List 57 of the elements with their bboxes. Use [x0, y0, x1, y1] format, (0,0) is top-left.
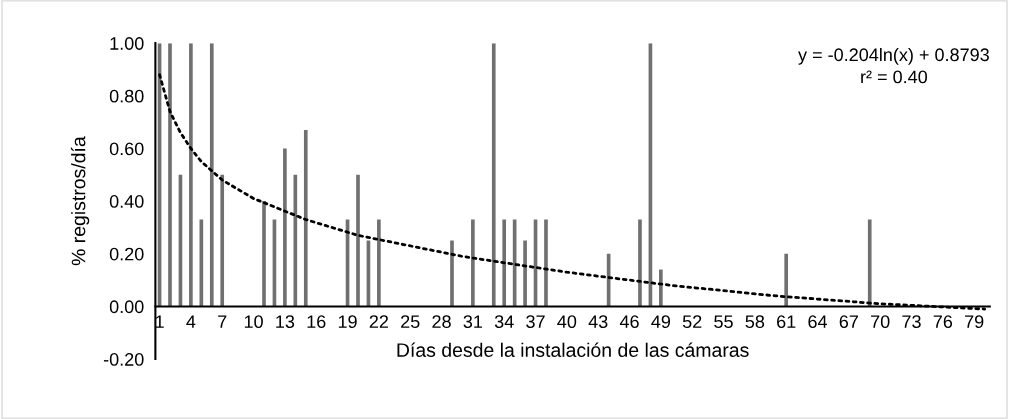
x-tick-label: 64 [808, 315, 828, 329]
bar [189, 43, 193, 307]
y-tick-label: -0.20 [103, 353, 144, 366]
y-tick-label: 0.60 [109, 142, 144, 156]
bar [867, 219, 872, 307]
bar [303, 130, 308, 307]
x-tick-label: 67 [839, 315, 858, 329]
x-tick-label: 19 [338, 315, 357, 329]
x-tick-label: 7 [218, 315, 227, 328]
bar [450, 240, 454, 307]
x-tick-label: 28 [432, 315, 451, 329]
x-tick-label: 25 [401, 315, 420, 329]
x-tick-label: 49 [651, 315, 671, 329]
x-tick-label: 52 [682, 315, 702, 329]
y-tick-label: 0.00 [109, 300, 144, 314]
x-tick-label: 46 [619, 315, 639, 329]
annotation: r² = 0.40 [861, 70, 928, 84]
bar [544, 219, 548, 307]
x-tick-label: 55 [714, 315, 733, 329]
bar [502, 219, 507, 307]
bar [471, 219, 475, 307]
x-tick-label: 4 [186, 315, 196, 328]
bar [784, 253, 789, 307]
x-axis-title: Días desde la instalación de las cámaras [397, 342, 749, 357]
bar [262, 201, 266, 307]
x-tick-label: 61 [777, 315, 796, 329]
x-tick-label: 22 [369, 315, 389, 328]
bar [491, 43, 496, 307]
x-tick-label: 73 [902, 315, 921, 329]
bar [659, 269, 663, 307]
bar [377, 219, 381, 307]
bar [220, 174, 225, 307]
x-tick-label: 31 [463, 315, 483, 329]
bar [638, 219, 642, 307]
x-tick-label: 1 [155, 315, 164, 328]
x-tick-label: 58 [745, 315, 765, 329]
annotation: y = -0.204ln(x) + 0.8793 [798, 47, 989, 65]
x-tick-label: 37 [526, 315, 545, 329]
bar [356, 174, 360, 307]
y-tick-label: 0.80 [109, 89, 144, 103]
bar [209, 43, 214, 307]
x-tick-label: 70 [871, 315, 890, 329]
x-tick-label: 13 [276, 315, 295, 329]
y-tick-label: 0.40 [109, 195, 144, 208]
bar [168, 43, 172, 307]
x-tick-label: 10 [244, 315, 263, 329]
x-tick-label: 40 [557, 315, 577, 329]
y-tick-label: 0.20 [109, 247, 144, 261]
x-tick-label: 43 [588, 315, 608, 329]
bar [283, 148, 287, 307]
bar [523, 240, 527, 307]
y-axis-title: % registros/día [70, 136, 90, 266]
y-tick-label: 1.00 [110, 37, 144, 50]
x-tick-label: 76 [933, 315, 953, 329]
x-tick-label: 16 [307, 315, 326, 329]
x-tick-label: 79 [965, 315, 984, 329]
x-tick-label: 34 [494, 315, 514, 329]
